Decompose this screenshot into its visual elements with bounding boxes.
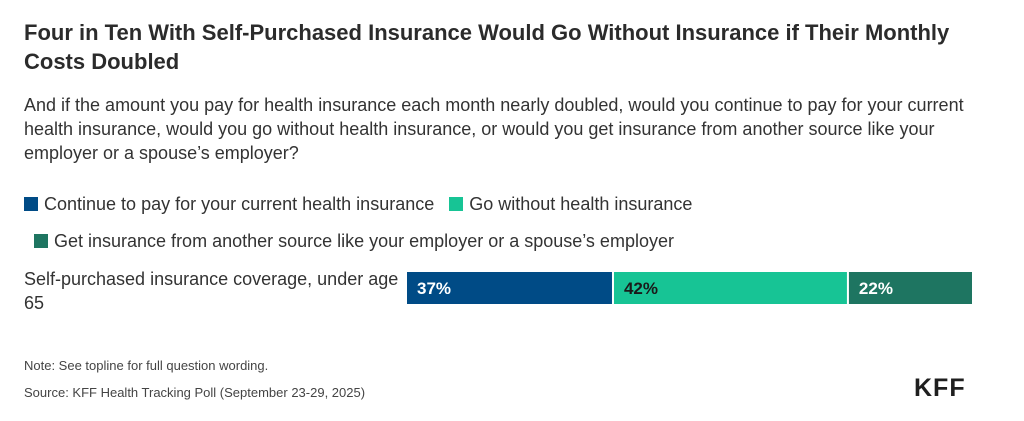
bar-segment-continue bbox=[407, 272, 612, 304]
chart-source: Source: KFF Health Tracking Poll (Septem… bbox=[24, 385, 366, 400]
bar-label-continue: 37% bbox=[417, 279, 451, 298]
kff-logo: KFF bbox=[914, 374, 966, 402]
legend-item-continue: Continue to pay for your current health … bbox=[24, 194, 434, 214]
row-label: Self-purchased insurance coverage, under… bbox=[24, 269, 399, 313]
bar-label-go-without: 42% bbox=[624, 279, 658, 298]
bar-label-other-source: 22% bbox=[859, 279, 893, 298]
chart-note: Note: See topline for full question word… bbox=[24, 358, 269, 373]
legend-label-other-source: Get insurance from another source like y… bbox=[54, 231, 674, 251]
bar-segment-other-source bbox=[848, 272, 972, 304]
legend-item-other-source: Get insurance from another source like y… bbox=[34, 231, 674, 251]
legend-swatch-continue bbox=[24, 197, 38, 211]
chart-subtitle: And if the amount you pay for health ins… bbox=[24, 95, 964, 163]
legend-label-go-without: Go without health insurance bbox=[469, 194, 693, 214]
bar-segment-go-without bbox=[613, 272, 847, 304]
legend-label-continue: Continue to pay for your current health … bbox=[44, 194, 435, 214]
legend-item-go-without: Go without health insurance bbox=[449, 194, 692, 214]
legend: Continue to pay for your current health … bbox=[24, 186, 999, 260]
legend-swatch-other-source bbox=[34, 234, 48, 248]
legend-swatch-go-without bbox=[449, 197, 464, 211]
chart-title: Four in Ten With Self-Purchased Insuranc… bbox=[24, 20, 950, 74]
